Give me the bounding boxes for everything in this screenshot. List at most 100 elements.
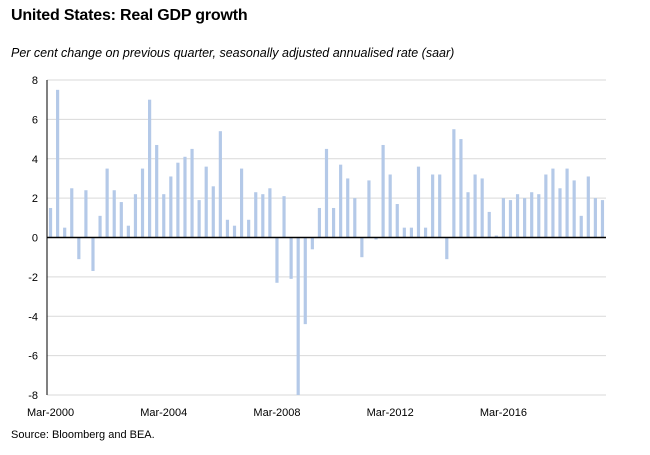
bar — [402, 227, 406, 238]
bar — [91, 237, 95, 271]
bar — [105, 168, 109, 238]
x-tick-label: Mar-2004 — [140, 407, 187, 419]
y-tick-label: -6 — [28, 351, 38, 363]
bar — [346, 178, 350, 238]
bar — [452, 129, 456, 238]
bar — [289, 237, 293, 279]
x-tick-label: Mar-2016 — [480, 407, 527, 419]
bar — [473, 174, 477, 238]
y-tick-label: 0 — [32, 233, 38, 245]
bar — [218, 131, 222, 238]
x-tick-label: Mar-2012 — [367, 407, 414, 419]
bar — [565, 168, 569, 238]
bar — [423, 227, 428, 238]
bar — [388, 174, 392, 238]
y-tick-label: -8 — [28, 390, 38, 402]
bar — [487, 211, 491, 238]
bar — [240, 168, 244, 238]
bar — [416, 166, 421, 238]
bar — [310, 237, 314, 250]
bar — [367, 180, 371, 238]
bar — [600, 200, 605, 238]
x-tick-label: Mar-2000 — [27, 407, 74, 419]
y-tick-label: 4 — [32, 154, 38, 166]
bar — [225, 219, 230, 238]
bar — [190, 148, 194, 238]
bar — [98, 215, 102, 238]
bar — [148, 99, 152, 238]
bar — [572, 180, 576, 238]
bars — [48, 89, 605, 395]
bar — [140, 168, 145, 238]
bar — [232, 225, 237, 238]
bar — [155, 144, 159, 238]
bar — [466, 192, 470, 238]
bar — [480, 178, 484, 238]
bar — [317, 207, 322, 238]
x-tick-label: Mar-2008 — [253, 407, 300, 419]
bar — [282, 196, 286, 238]
y-tick-label: 6 — [32, 114, 38, 126]
y-tick-label: -2 — [28, 272, 38, 284]
bar — [254, 192, 258, 238]
bar — [303, 237, 307, 325]
bar — [360, 237, 364, 258]
bar — [381, 144, 385, 238]
bar — [169, 176, 173, 238]
bar — [353, 198, 357, 238]
bar — [395, 204, 399, 238]
bar — [261, 194, 265, 238]
bar — [445, 237, 449, 260]
y-tick-labels: -8 -6 -4 -2 0 2 4 6 8 — [28, 75, 38, 402]
bar — [296, 237, 300, 395]
bar — [126, 225, 130, 238]
bar — [176, 162, 180, 238]
bar — [331, 207, 336, 238]
bar — [558, 188, 562, 238]
chart-title: United States: Real GDP growth — [11, 7, 248, 24]
bar — [63, 227, 67, 238]
bar — [197, 200, 201, 238]
axes — [46, 80, 606, 395]
bar — [70, 188, 74, 238]
bar — [211, 186, 215, 238]
bar — [77, 237, 81, 260]
bar — [593, 198, 597, 238]
bar — [183, 156, 187, 238]
x-tick-labels: Mar-2000 Mar-2004 Mar-2008 Mar-2012 Mar-2016 — [27, 407, 527, 419]
bar — [586, 176, 590, 238]
bar — [324, 148, 329, 238]
chart-subtitle: Per cent change on previous quarter, sea… — [11, 46, 455, 60]
bar — [268, 188, 272, 238]
bar — [204, 166, 208, 238]
bar — [438, 174, 442, 238]
bar — [523, 198, 527, 238]
bar — [162, 194, 166, 238]
bar — [515, 194, 520, 238]
bar — [133, 194, 138, 238]
bar — [84, 190, 88, 238]
bar — [112, 190, 116, 238]
bar — [537, 194, 541, 238]
bar — [48, 207, 53, 238]
y-tick-label: -4 — [28, 311, 38, 323]
bar — [247, 219, 251, 238]
bar — [544, 174, 548, 238]
bar — [459, 139, 463, 238]
bar — [119, 202, 123, 238]
bar — [551, 168, 555, 238]
bar — [494, 235, 498, 238]
bar — [508, 200, 513, 238]
y-tick-label: 2 — [32, 193, 38, 205]
source-note: Source: Bloomberg and BEA. — [11, 429, 155, 441]
bar — [374, 237, 378, 240]
bar — [56, 89, 60, 238]
bar — [339, 164, 343, 238]
bar — [431, 174, 435, 238]
y-tick-label: 8 — [32, 75, 38, 87]
gridlines — [47, 79, 606, 396]
bar — [409, 227, 413, 238]
bar — [579, 215, 583, 238]
bar — [275, 237, 279, 283]
